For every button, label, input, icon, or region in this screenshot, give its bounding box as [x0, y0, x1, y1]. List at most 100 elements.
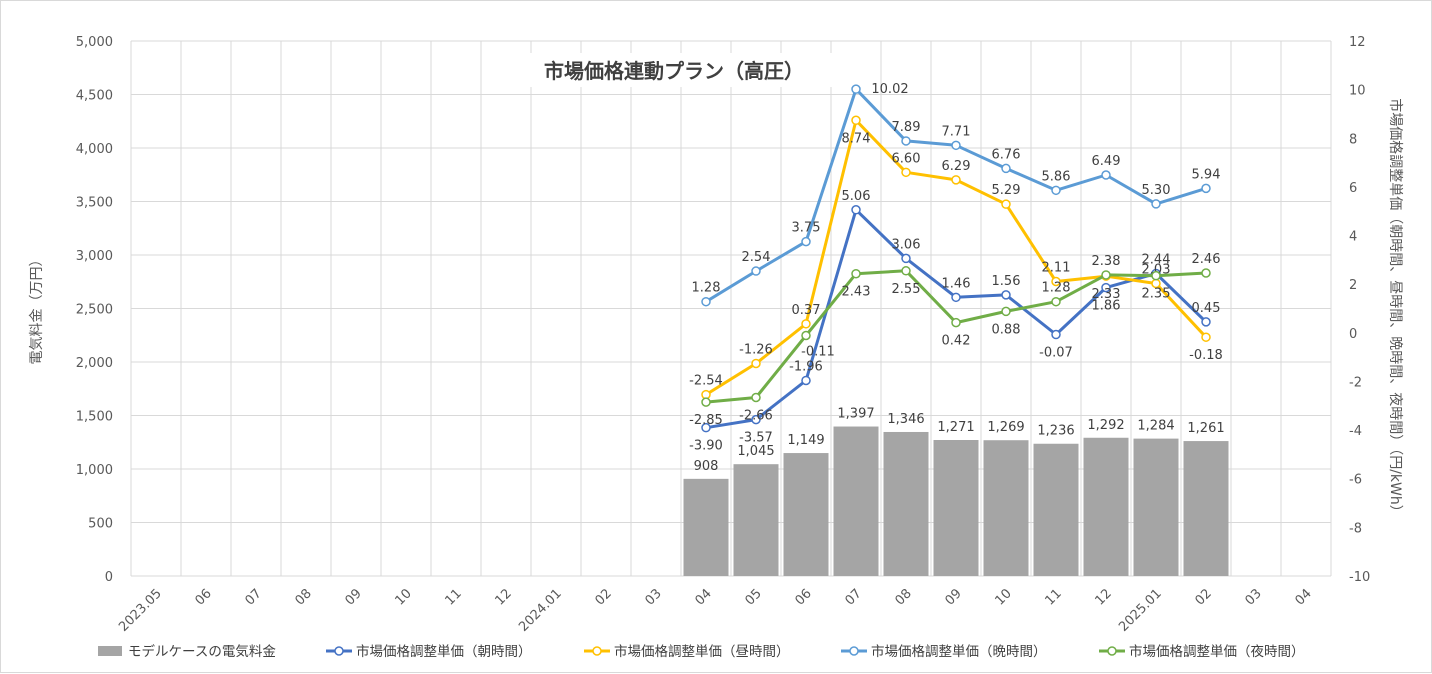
series-data-label: 2.38	[1092, 254, 1121, 269]
legend-swatch-marker	[334, 646, 344, 656]
series-point	[1101, 270, 1111, 280]
x-tick-label: 08	[293, 586, 315, 608]
series-data-label: -0.18	[1189, 348, 1223, 363]
legend-label: 市場価格調整単価（昼時間）	[614, 643, 790, 660]
series-data-label: 2.46	[1192, 252, 1221, 267]
series-point	[751, 414, 761, 425]
y-right-tick-label: 4	[1349, 230, 1357, 245]
x-tick-label: 06	[793, 586, 815, 608]
legend-swatch-marker	[849, 646, 859, 656]
y-left-tick-label: 2,500	[76, 303, 113, 318]
series-data-label: 7.71	[942, 124, 971, 139]
legend-label: 市場価格調整単価（晩時間）	[871, 643, 1047, 660]
series-data-label: 2.43	[842, 285, 871, 300]
series-data-label: 0.42	[942, 334, 971, 349]
series-point	[701, 397, 711, 407]
x-tick-label: 02	[593, 586, 615, 608]
series-data-label: 6.76	[992, 147, 1021, 162]
legend-label: モデルケースの電気料金	[128, 643, 276, 660]
x-tick-label: 10	[393, 586, 415, 608]
series-data-label: 1.86	[1092, 299, 1121, 314]
series-point	[951, 140, 961, 151]
series-point	[701, 422, 711, 433]
y-left-tick-label: 5,000	[76, 35, 113, 50]
series-point	[1151, 199, 1161, 209]
bar-data-label: 908	[694, 459, 719, 474]
series-point	[701, 296, 711, 307]
series-data-label: 0.37	[792, 303, 821, 318]
y-right-tick-label: -4	[1349, 424, 1362, 439]
x-tick-label: 05	[743, 586, 765, 608]
series-data-label: 10.02	[871, 82, 908, 97]
y-right-tick-label: 0	[1349, 327, 1357, 342]
x-tick-label: 11	[443, 586, 465, 608]
series-data-label: 6.49	[1092, 154, 1121, 169]
series-point	[1201, 268, 1211, 278]
series-data-label: 0.45	[1192, 301, 1221, 316]
y-right-tick-label: -10	[1349, 570, 1370, 585]
bar-data-label: 1,284	[1137, 419, 1174, 434]
bar	[883, 431, 929, 576]
bar-data-label: 1,346	[887, 412, 924, 427]
series-data-label: 5.86	[1042, 169, 1071, 184]
series-point	[801, 330, 811, 341]
series-data-label: -2.66	[739, 409, 773, 424]
series-data-label: -2.54	[689, 374, 723, 389]
bar-data-label: 1,236	[1037, 424, 1074, 439]
bar	[1133, 438, 1179, 576]
bar-data-label: 1,397	[837, 407, 874, 422]
series-point	[1051, 296, 1061, 307]
series-point	[851, 268, 861, 279]
y-left-tick-label: 500	[88, 517, 113, 532]
series-data-label: -0.11	[801, 344, 835, 359]
series-data-label: 5.06	[842, 189, 871, 204]
y-left-tick-label: 1,500	[76, 410, 113, 425]
x-tick-label: 09	[943, 586, 965, 608]
x-tick-label: 03	[1243, 586, 1265, 608]
series-data-label: 2.03	[1142, 262, 1171, 277]
series-data-label: 2.11	[1042, 261, 1071, 276]
x-tick-label: 2023.05	[116, 586, 165, 635]
bar	[683, 478, 729, 576]
x-tick-label: 06	[193, 586, 215, 608]
bar	[783, 453, 829, 576]
series-point	[751, 392, 761, 403]
x-tick-label: 2024.01	[516, 586, 565, 635]
series-point	[851, 115, 861, 126]
bar	[1083, 437, 1129, 576]
series-point	[1201, 317, 1211, 327]
y-right-tick-label: 10	[1349, 84, 1366, 99]
legend-swatch-marker	[592, 646, 602, 656]
series-point	[901, 266, 911, 276]
series-data-label: 2.35	[1142, 287, 1171, 302]
series-point	[1101, 282, 1111, 293]
series-point	[1001, 306, 1011, 317]
series-point	[1101, 170, 1111, 180]
series-data-label: 6.29	[942, 159, 971, 174]
x-tick-label: 07	[243, 586, 265, 608]
series-point	[1001, 290, 1011, 300]
x-tick-label: 12	[493, 586, 515, 608]
legend-swatch-bar	[98, 646, 122, 656]
series-point	[1151, 270, 1161, 281]
series-data-label: 5.94	[1192, 167, 1221, 182]
series-point	[901, 167, 911, 178]
y-left-tick-label: 2,000	[76, 356, 113, 371]
x-tick-label: 04	[693, 586, 715, 608]
series-point	[751, 358, 761, 369]
series-point	[1001, 163, 1011, 174]
y-right-tick-label: -8	[1349, 521, 1362, 536]
bar-data-label: 1,045	[737, 444, 774, 459]
x-tick-label: 08	[893, 586, 915, 608]
series-data-label: 6.60	[892, 151, 921, 166]
y-left-tick-label: 1,000	[76, 463, 113, 478]
x-tick-label: 11	[1043, 586, 1065, 608]
bar	[1033, 443, 1079, 576]
series-data-label: 3.06	[892, 237, 921, 252]
series-data-label: 1.28	[692, 281, 721, 296]
series-data-label: 1.28	[1042, 281, 1071, 296]
x-tick-label: 2025.01	[1116, 586, 1165, 635]
legend-label: 市場価格調整単価（朝時間）	[356, 643, 532, 660]
x-tick-label: 09	[343, 586, 365, 608]
